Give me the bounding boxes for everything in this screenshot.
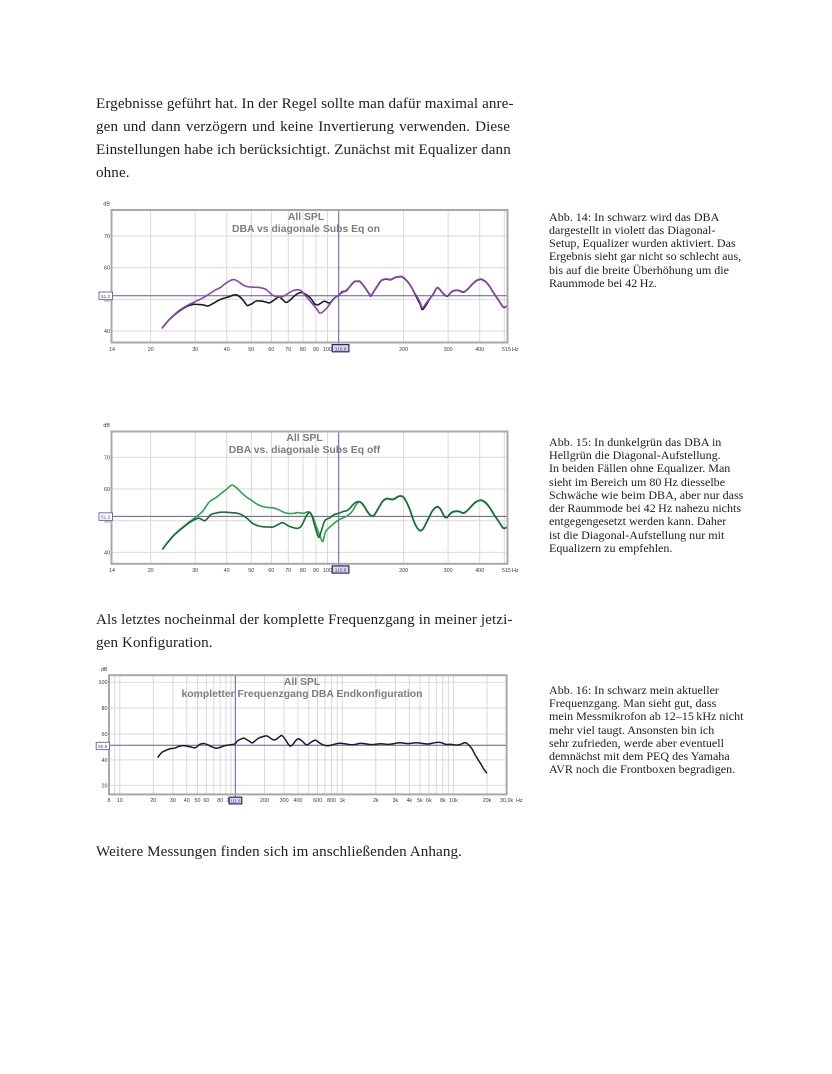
svg-text:50: 50	[248, 568, 254, 574]
svg-text:20: 20	[148, 347, 154, 353]
svg-text:60: 60	[104, 487, 110, 493]
svg-text:70: 70	[285, 347, 291, 353]
svg-text:70: 70	[104, 455, 110, 461]
svg-text:50: 50	[104, 519, 110, 525]
svg-text:80: 80	[300, 568, 306, 574]
svg-text:40: 40	[104, 329, 110, 335]
svg-text:DBA vs diagonale Subs Eq on: DBA vs diagonale Subs Eq on	[232, 224, 380, 235]
svg-text:8k: 8k	[440, 798, 446, 804]
svg-text:50: 50	[248, 347, 254, 353]
svg-text:14: 14	[109, 347, 115, 353]
svg-text:200: 200	[399, 568, 408, 574]
svg-text:30: 30	[170, 798, 176, 804]
svg-text:10k: 10k	[449, 798, 458, 804]
svg-text:400: 400	[294, 798, 303, 804]
svg-text:DBA vs. diagonale Subs Eq off: DBA vs. diagonale Subs Eq off	[229, 445, 381, 456]
svg-text:20: 20	[102, 783, 108, 789]
svg-text:200: 200	[260, 798, 269, 804]
svg-text:6k: 6k	[426, 798, 432, 804]
svg-text:90: 90	[313, 347, 319, 353]
svg-text:1k: 1k	[339, 798, 345, 804]
svg-text:110.8: 110.8	[335, 568, 347, 574]
svg-text:60: 60	[203, 798, 209, 804]
svg-text:60: 60	[268, 568, 274, 574]
svg-text:51.2: 51.2	[101, 515, 111, 521]
svg-text:5k: 5k	[417, 798, 423, 804]
svg-text:20: 20	[150, 798, 156, 804]
svg-text:dB: dB	[103, 202, 110, 208]
svg-text:All SPL: All SPL	[286, 433, 323, 444]
svg-text:600: 600	[313, 798, 322, 804]
svg-text:90: 90	[313, 568, 319, 574]
svg-text:30,0k: 30,0k	[500, 798, 513, 804]
svg-text:800: 800	[327, 798, 336, 804]
svg-text:40: 40	[104, 550, 110, 556]
svg-text:All SPL: All SPL	[284, 677, 321, 688]
svg-text:400: 400	[475, 347, 484, 353]
svg-text:40: 40	[184, 798, 190, 804]
svg-text:4k: 4k	[406, 798, 412, 804]
svg-text:60: 60	[102, 732, 108, 738]
svg-text:8: 8	[108, 798, 111, 804]
svg-text:dB: dB	[103, 423, 110, 429]
svg-text:40: 40	[102, 758, 108, 764]
svg-text:50: 50	[195, 798, 201, 804]
svg-text:515: 515	[502, 568, 511, 574]
svg-text:14: 14	[109, 568, 115, 574]
svg-text:60: 60	[268, 347, 274, 353]
svg-text:3k: 3k	[393, 798, 399, 804]
svg-text:51.2: 51.2	[101, 294, 111, 300]
svg-text:30: 30	[192, 347, 198, 353]
svg-text:400: 400	[475, 568, 484, 574]
svg-text:2k: 2k	[373, 798, 379, 804]
svg-text:100: 100	[99, 680, 108, 686]
svg-text:111.0: 111.0	[230, 799, 241, 804]
svg-text:50: 50	[104, 297, 110, 303]
svg-text:Hz: Hz	[516, 798, 523, 804]
svg-text:110.8: 110.8	[335, 346, 347, 352]
svg-text:dB: dB	[101, 667, 108, 673]
svg-text:40: 40	[224, 568, 230, 574]
svg-text:300: 300	[444, 347, 453, 353]
svg-text:80: 80	[300, 347, 306, 353]
svg-text:10: 10	[117, 798, 123, 804]
svg-text:50.9: 50.9	[98, 744, 108, 750]
svg-text:Hz: Hz	[512, 568, 519, 574]
svg-text:20: 20	[148, 568, 154, 574]
svg-text:All SPL: All SPL	[288, 212, 325, 223]
svg-text:60: 60	[104, 266, 110, 272]
svg-text:100: 100	[323, 347, 332, 353]
svg-text:70: 70	[104, 234, 110, 240]
svg-text:80: 80	[102, 706, 108, 712]
svg-text:30: 30	[192, 568, 198, 574]
svg-text:70: 70	[285, 568, 291, 574]
svg-text:80: 80	[217, 798, 223, 804]
svg-text:100: 100	[323, 568, 332, 574]
svg-text:300: 300	[444, 568, 453, 574]
svg-text:515: 515	[502, 347, 511, 353]
svg-text:40: 40	[224, 347, 230, 353]
svg-text:20k: 20k	[483, 798, 492, 804]
svg-text:kompletter Frequenzgang DBA En: kompletter Frequenzgang DBA Endkonfigura…	[182, 689, 423, 700]
svg-text:Hz: Hz	[512, 347, 519, 353]
svg-text:300: 300	[280, 798, 289, 804]
svg-text:200: 200	[399, 347, 408, 353]
